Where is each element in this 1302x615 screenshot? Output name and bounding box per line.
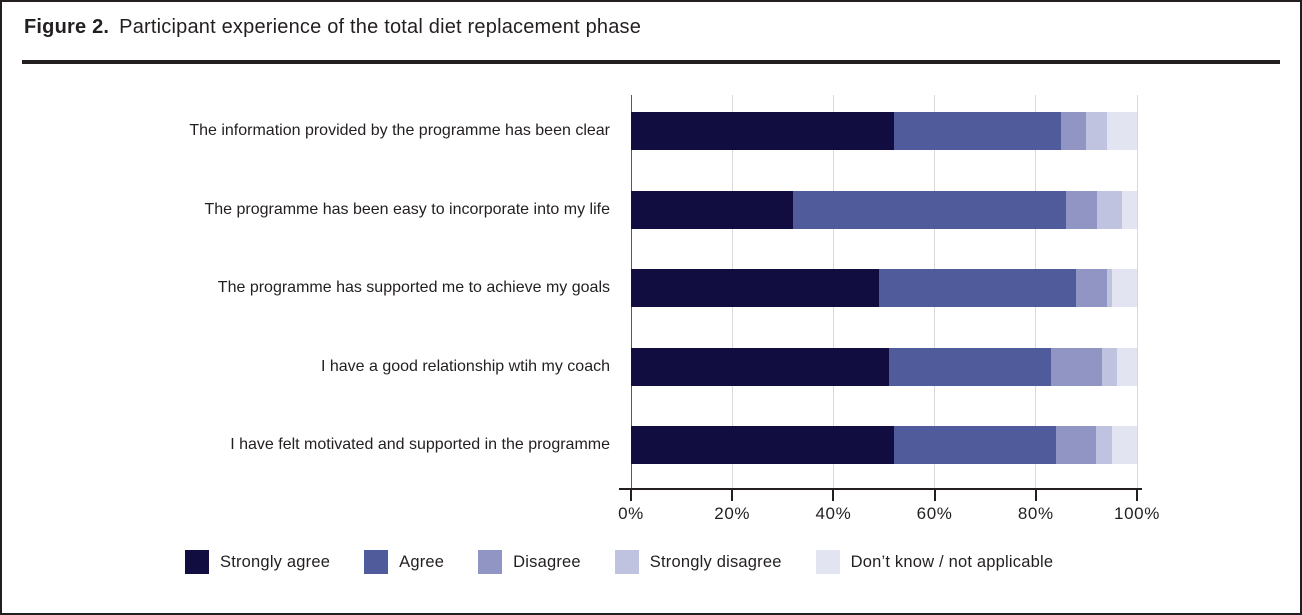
- legend-label: Strongly disagree: [649, 552, 782, 571]
- bar-segment: [1111, 269, 1137, 308]
- category-label: The information provided by the programm…: [189, 122, 610, 139]
- bar-row: [631, 347, 1137, 386]
- bar-segment: [1106, 269, 1112, 308]
- legend-label: Strongly agree: [220, 552, 331, 571]
- bar-segment: [1116, 347, 1137, 386]
- x-axis-tick: [1034, 488, 1037, 501]
- legend-swatch: [185, 550, 209, 574]
- category-label: I have a good relationship wtih my coach: [320, 357, 610, 375]
- category-label: I have felt motivated and supported in t…: [230, 436, 610, 454]
- legend-label: Agree: [399, 552, 445, 571]
- bar-segment: [1121, 190, 1137, 229]
- plot-area: [630, 95, 1138, 489]
- bar-segment: [1101, 347, 1117, 386]
- x-axis-tick-label: 100%: [1114, 504, 1160, 523]
- bar-row: [631, 190, 1137, 229]
- legend-item: Don’t know / not applicable: [815, 550, 1054, 574]
- bar-segment: [1066, 190, 1097, 229]
- legend-item: Agree: [364, 550, 444, 574]
- legend-label: Don’t know / not applicable: [850, 552, 1054, 571]
- figure-title: Figure 2. Participant experience of the t…: [24, 16, 641, 39]
- category-label: The programme has supported me to achiev…: [217, 279, 610, 297]
- legend-swatch: [364, 550, 389, 574]
- x-axis: 0% 20% 40% 60% 80% 100%: [618, 488, 1159, 538]
- bar-segment: [894, 112, 1062, 150]
- figure-title-text: Participant experience of the total diet…: [119, 16, 642, 38]
- gridline: [1136, 95, 1138, 489]
- x-axis-tick-label: 20%: [714, 504, 751, 523]
- bar-row: [631, 426, 1137, 465]
- legend-swatch: [815, 550, 840, 574]
- legend-label: Disagree: [513, 552, 581, 571]
- legend: Strongly agree Agree Disagree Strongly disa…: [185, 550, 1053, 574]
- x-axis-tick: [1136, 488, 1138, 501]
- legend-swatch: [478, 550, 503, 574]
- bar-segment: [878, 269, 1077, 308]
- bar-segment: [1076, 269, 1107, 308]
- bar-segment: [631, 269, 879, 308]
- category-labels: The information provided by the programm…: [30, 95, 620, 489]
- x-axis-tick: [630, 488, 632, 501]
- legend-swatch: [614, 550, 639, 574]
- bar-segment: [1061, 112, 1087, 150]
- bar-segment: [1086, 112, 1107, 150]
- legend-item: Strongly disagree: [614, 550, 782, 574]
- x-axis-tick-label: 40%: [815, 504, 852, 523]
- legend-item: Disagree: [478, 550, 581, 574]
- x-axis-tick-label: 60%: [916, 504, 953, 523]
- bar-segment: [631, 426, 895, 465]
- bar-segment: [894, 426, 1057, 465]
- bar-segment: [1096, 426, 1112, 465]
- bar-row: [631, 112, 1137, 150]
- category-label: The programme has been easy to incorpora…: [204, 200, 610, 218]
- bar-segment: [1096, 190, 1122, 229]
- bar-segment: [631, 347, 890, 386]
- bar-segment: [631, 190, 793, 229]
- bar-segment: [889, 347, 1051, 386]
- bar-segment: [1050, 347, 1102, 386]
- x-axis-tick-label: 0%: [618, 504, 644, 523]
- bar-segment: [1056, 426, 1097, 465]
- bar-segment: [792, 190, 1067, 229]
- title-divider: [22, 60, 1280, 64]
- x-axis-tick: [832, 488, 835, 501]
- bar-segment: [1111, 426, 1137, 465]
- bar-segment: [631, 112, 895, 150]
- bar-row: [631, 269, 1137, 308]
- legend-item: Strongly agree: [185, 550, 330, 574]
- bar-segment: [1106, 112, 1137, 150]
- x-axis-tick: [731, 488, 734, 501]
- figure-label: Figure 2.: [24, 16, 110, 38]
- x-axis-tick-label: 80%: [1017, 504, 1054, 523]
- x-axis-tick: [933, 488, 936, 501]
- x-axis-line: [619, 488, 1142, 490]
